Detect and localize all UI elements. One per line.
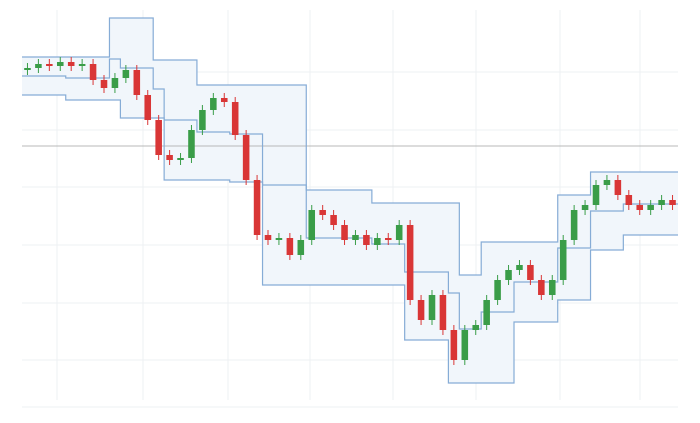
candle-body xyxy=(144,95,152,120)
candle-body xyxy=(242,135,250,180)
candle-body xyxy=(46,64,53,66)
candle-body xyxy=(166,155,173,160)
candle-body xyxy=(636,205,644,210)
candle-body xyxy=(548,280,556,295)
candle-body xyxy=(319,210,326,215)
candle-body xyxy=(220,98,228,102)
candle-body xyxy=(122,70,130,78)
candle-body xyxy=(395,225,403,240)
candle-body xyxy=(100,80,108,88)
candle-body xyxy=(341,225,348,240)
candle-body xyxy=(363,235,370,245)
candle-body xyxy=(570,210,578,240)
candle-body xyxy=(210,98,217,110)
candle-body xyxy=(177,158,184,160)
candle-body xyxy=(483,300,490,325)
candle-body xyxy=(35,64,42,68)
candle-body xyxy=(417,300,425,320)
candle-body xyxy=(669,200,676,205)
candle-body xyxy=(374,238,381,245)
candle-body xyxy=(253,180,261,235)
candle-body xyxy=(188,130,195,158)
channel-band xyxy=(22,18,678,383)
candle-body xyxy=(603,180,611,185)
candle-body xyxy=(155,120,162,155)
candle-body xyxy=(439,295,447,330)
channel-middle xyxy=(22,58,678,330)
channel-upper xyxy=(22,17,678,276)
candle-body xyxy=(56,62,64,66)
candle-body xyxy=(581,205,589,210)
candle-body xyxy=(625,195,633,205)
candle-body xyxy=(505,270,512,280)
candle-body xyxy=(297,240,305,255)
candle-body xyxy=(647,205,654,210)
candle-body xyxy=(67,62,75,66)
candle-body xyxy=(592,185,600,205)
candle-body xyxy=(527,265,534,280)
candle-body xyxy=(450,330,458,360)
candle-body xyxy=(538,280,545,295)
candle-body xyxy=(461,330,469,360)
candle-body xyxy=(472,325,480,330)
channel-lower xyxy=(22,94,678,384)
candle-body xyxy=(516,265,523,270)
candle-body xyxy=(352,235,359,240)
candle-body xyxy=(406,225,414,300)
candle-body xyxy=(275,238,283,240)
candle-body xyxy=(658,200,665,205)
candle-body xyxy=(24,68,31,70)
candle-body xyxy=(89,64,97,80)
candle-body xyxy=(428,295,436,320)
candle-body xyxy=(286,238,294,255)
candle-body xyxy=(264,235,272,240)
candle-body xyxy=(494,280,501,300)
candle-body xyxy=(308,210,316,240)
candle-body xyxy=(231,102,239,135)
candle-body xyxy=(384,238,392,240)
candle-body xyxy=(78,64,86,66)
candle-body xyxy=(330,215,337,225)
candle-body xyxy=(559,240,567,280)
candle-body xyxy=(133,70,141,95)
candle-body xyxy=(199,110,206,130)
candle-body xyxy=(111,78,119,88)
candle-body xyxy=(614,180,622,195)
